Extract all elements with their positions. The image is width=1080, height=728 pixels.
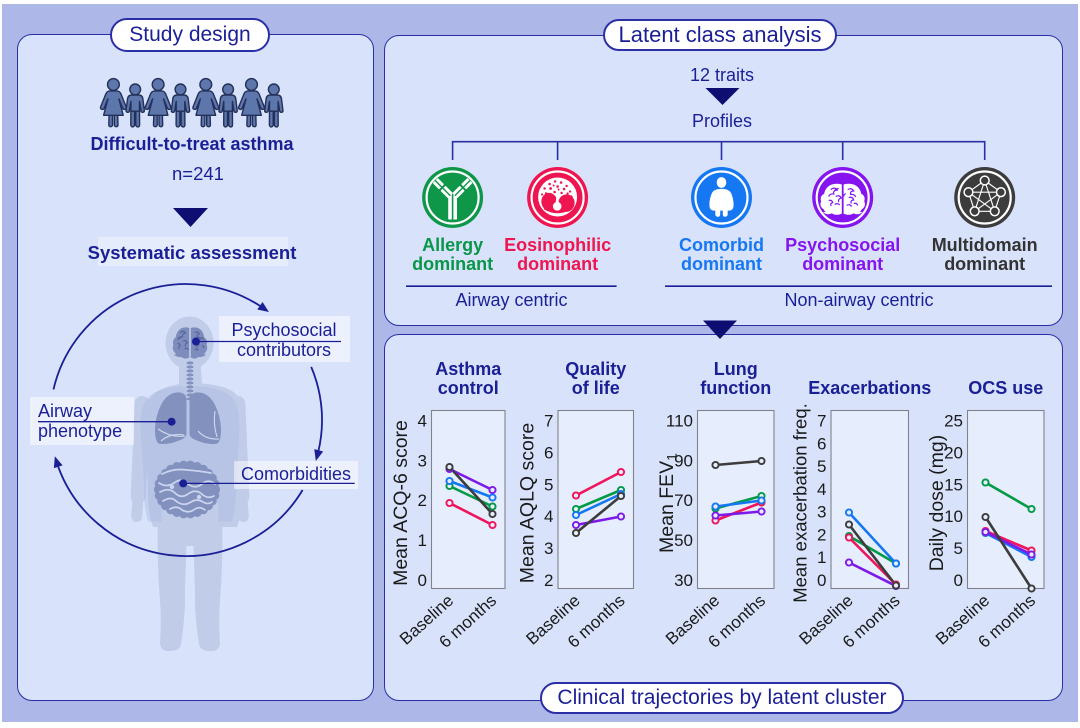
svg-text:5: 5 [817, 457, 826, 476]
svg-text:control: control [438, 378, 499, 398]
svg-text:Daily dose (mg): Daily dose (mg) [926, 435, 948, 572]
svg-text:110: 110 [666, 412, 693, 431]
svg-text:0: 0 [954, 571, 963, 590]
svg-text:Quality: Quality [565, 359, 626, 379]
svg-text:2: 2 [544, 571, 553, 590]
svg-text:1: 1 [418, 531, 427, 550]
svg-text:4: 4 [817, 480, 826, 499]
svg-text:6: 6 [544, 443, 553, 462]
svg-text:15: 15 [944, 475, 963, 494]
svg-text:Exacerbations: Exacerbations [808, 378, 931, 398]
svg-text:3: 3 [544, 539, 553, 558]
svg-text:7: 7 [544, 412, 553, 431]
svg-text:50: 50 [674, 531, 693, 550]
svg-text:7: 7 [817, 412, 826, 431]
svg-text:10: 10 [944, 507, 963, 526]
svg-text:Asthma: Asthma [435, 359, 502, 379]
svg-text:30: 30 [674, 571, 693, 590]
svg-text:4: 4 [418, 412, 427, 431]
svg-text:2: 2 [817, 525, 826, 544]
svg-text:Mean exacerbation freq.: Mean exacerbation freq. [790, 403, 811, 603]
svg-text:function: function [700, 378, 771, 398]
svg-text:5: 5 [544, 475, 553, 494]
svg-text:Mean ACQ-6 score: Mean ACQ-6 score [390, 420, 412, 586]
svg-text:Lung: Lung [714, 359, 758, 379]
svg-text:20: 20 [944, 443, 963, 462]
svg-text:0: 0 [817, 571, 826, 590]
svg-text:3: 3 [418, 451, 427, 470]
svg-text:Mean AQLQ score: Mean AQLQ score [517, 423, 539, 583]
svg-text:2: 2 [418, 491, 427, 510]
svg-text:70: 70 [674, 491, 693, 510]
svg-text:Mean FEV1: Mean FEV1 [656, 453, 680, 553]
svg-text:4: 4 [544, 507, 553, 526]
svg-text:5: 5 [954, 539, 963, 558]
svg-text:6: 6 [817, 434, 826, 453]
svg-text:25: 25 [944, 412, 963, 431]
svg-text:0: 0 [418, 571, 427, 590]
svg-text:3: 3 [817, 503, 826, 522]
svg-text:of life: of life [572, 378, 620, 398]
svg-text:OCS use: OCS use [968, 378, 1043, 398]
svg-text:1: 1 [817, 548, 826, 567]
svg-text:90: 90 [674, 451, 693, 470]
